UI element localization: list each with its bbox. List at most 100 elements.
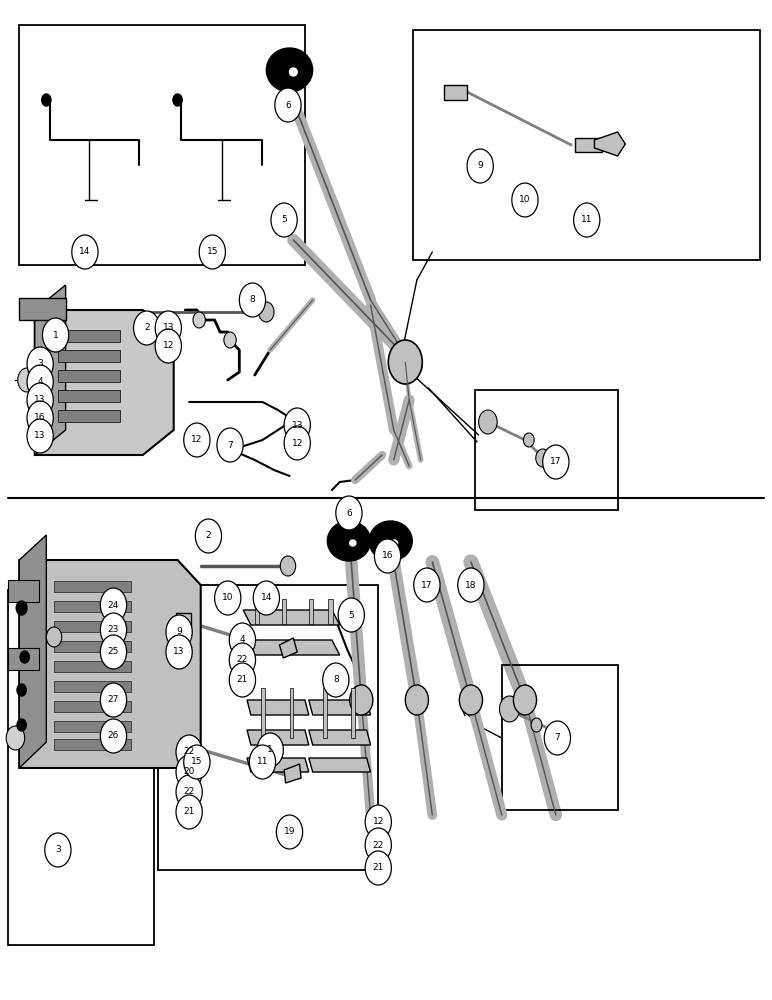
Circle shape: [166, 635, 192, 669]
Circle shape: [574, 203, 600, 237]
Circle shape: [42, 94, 51, 106]
Circle shape: [499, 696, 520, 722]
Circle shape: [276, 815, 303, 849]
Circle shape: [257, 733, 283, 767]
Text: 27: 27: [108, 696, 119, 704]
Circle shape: [259, 302, 274, 322]
Circle shape: [173, 94, 182, 106]
Polygon shape: [284, 764, 301, 783]
Polygon shape: [180, 738, 195, 753]
Circle shape: [458, 568, 484, 602]
Bar: [58, 350, 120, 362]
Text: 8: 8: [249, 296, 256, 304]
Circle shape: [350, 685, 373, 715]
Circle shape: [16, 601, 27, 615]
Circle shape: [459, 685, 482, 715]
Text: 2: 2: [144, 324, 150, 332]
Circle shape: [100, 635, 127, 669]
Bar: [323, 688, 327, 738]
Circle shape: [253, 581, 279, 615]
Bar: [255, 599, 259, 624]
Circle shape: [365, 828, 391, 862]
Bar: [290, 688, 293, 738]
Text: 13: 13: [35, 432, 46, 440]
Circle shape: [229, 663, 256, 697]
Ellipse shape: [290, 68, 297, 76]
Text: 5: 5: [348, 610, 354, 619]
Circle shape: [176, 795, 202, 829]
Circle shape: [280, 556, 296, 576]
Circle shape: [229, 643, 256, 677]
Text: 9: 9: [176, 628, 182, 637]
Polygon shape: [243, 640, 340, 655]
Polygon shape: [309, 730, 371, 745]
Circle shape: [217, 428, 243, 462]
Text: 16: 16: [35, 414, 46, 422]
Bar: [19, 25, 305, 265]
Polygon shape: [575, 138, 602, 152]
Circle shape: [336, 496, 362, 530]
Bar: [58, 390, 120, 402]
Circle shape: [155, 311, 181, 345]
Circle shape: [27, 365, 53, 399]
Text: 18: 18: [466, 580, 476, 589]
Circle shape: [467, 149, 493, 183]
Circle shape: [72, 235, 98, 269]
Text: 3: 3: [55, 846, 61, 854]
Bar: [8, 580, 39, 602]
Circle shape: [176, 755, 202, 789]
Polygon shape: [247, 700, 309, 715]
Text: 22: 22: [237, 656, 248, 664]
Circle shape: [27, 419, 53, 453]
Bar: [351, 688, 355, 738]
Text: 13: 13: [163, 324, 174, 332]
Circle shape: [374, 539, 401, 573]
Bar: [54, 661, 131, 672]
Bar: [54, 701, 131, 712]
Text: 13: 13: [35, 395, 46, 404]
Text: 4: 4: [37, 377, 43, 386]
Circle shape: [6, 726, 25, 750]
Text: 13: 13: [292, 420, 303, 430]
Bar: [282, 599, 286, 624]
Polygon shape: [35, 285, 66, 455]
Circle shape: [193, 312, 205, 328]
Bar: [19, 298, 66, 320]
Circle shape: [166, 615, 192, 649]
Bar: [54, 739, 131, 750]
Text: 10: 10: [520, 196, 530, 205]
Text: 6: 6: [285, 101, 291, 109]
Circle shape: [523, 433, 534, 447]
Circle shape: [46, 627, 62, 647]
Circle shape: [224, 332, 236, 348]
Bar: [475, 390, 618, 510]
Bar: [158, 585, 378, 870]
Text: 12: 12: [191, 436, 202, 444]
Polygon shape: [19, 535, 46, 768]
Text: 5: 5: [281, 216, 287, 225]
Circle shape: [195, 519, 222, 553]
Text: 13: 13: [174, 648, 185, 656]
Polygon shape: [19, 560, 201, 768]
Circle shape: [134, 311, 160, 345]
Text: 12: 12: [373, 818, 384, 826]
Circle shape: [544, 721, 571, 755]
Circle shape: [512, 183, 538, 217]
Ellipse shape: [327, 521, 371, 561]
Text: 11: 11: [581, 216, 592, 225]
Text: 21: 21: [373, 863, 384, 872]
Text: 22: 22: [184, 788, 195, 796]
Bar: [413, 30, 760, 260]
Circle shape: [365, 851, 391, 885]
Bar: [502, 665, 618, 810]
Text: 1: 1: [52, 330, 59, 340]
Polygon shape: [594, 132, 625, 156]
Circle shape: [249, 745, 276, 779]
Circle shape: [365, 805, 391, 839]
Text: 25: 25: [108, 648, 119, 656]
Text: 21: 21: [184, 808, 195, 816]
Ellipse shape: [391, 540, 398, 546]
Text: 1: 1: [267, 746, 273, 754]
Text: 7: 7: [227, 440, 233, 450]
Text: 4: 4: [239, 636, 245, 645]
